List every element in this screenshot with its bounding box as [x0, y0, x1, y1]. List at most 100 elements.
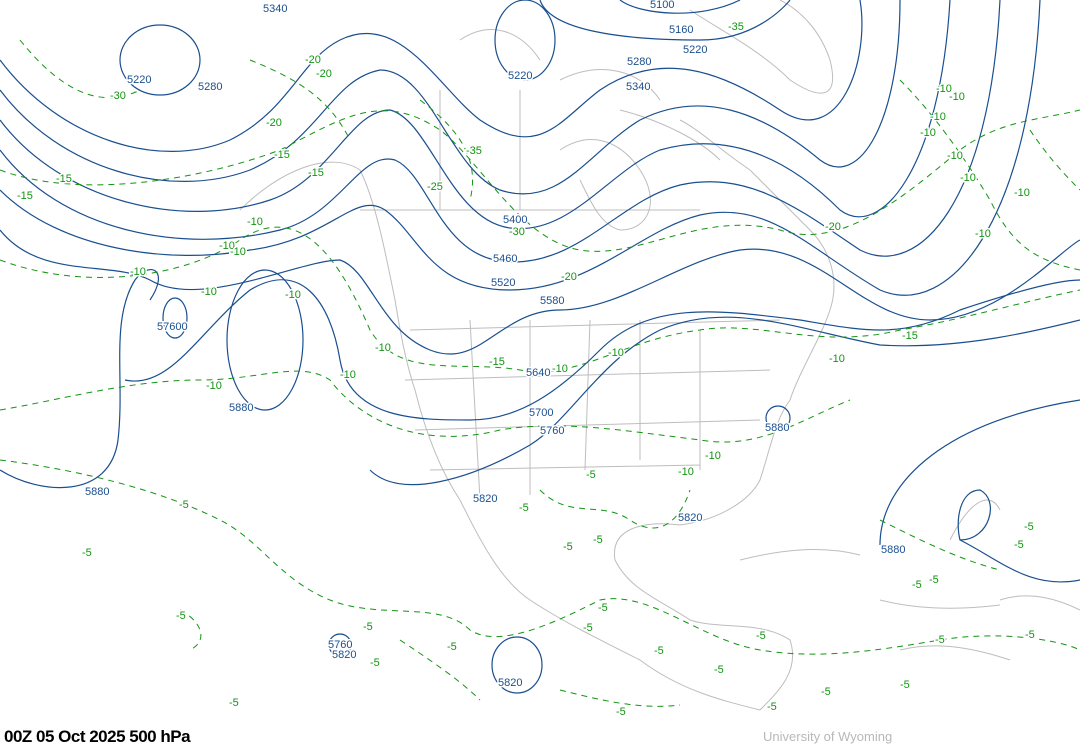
height-contour-label: 5820 — [473, 493, 497, 505]
temperature-contour-label: -15 — [274, 149, 290, 161]
temperature-contour-label: -5 — [616, 706, 626, 718]
temperature-contour-label: -20 — [561, 271, 577, 283]
temperature-contour-label: -30 — [110, 90, 126, 102]
height-contour-label: 5880 — [229, 402, 253, 414]
temperature-contour-label: -5 — [654, 645, 664, 657]
temperature-contour-label: -10 — [829, 353, 845, 365]
temperature-contour-label: -10 — [930, 111, 946, 123]
temperature-contour-label: -5 — [1014, 539, 1024, 551]
height-contour-label: 5880 — [85, 486, 109, 498]
height-contour-label: 5100 — [650, 0, 674, 11]
height-contour-label: 5340 — [626, 81, 650, 93]
temperature-contour-label: -10 — [608, 347, 624, 359]
height-contour-label: 5220 — [683, 44, 707, 56]
height-contour-label: 5820 — [332, 649, 356, 661]
height-contour-label: 5220 — [508, 70, 532, 82]
temperature-contour-label: -5 — [563, 541, 573, 553]
height-contour-label: 5880 — [765, 422, 789, 434]
temperature-contour-label: -5 — [363, 621, 373, 633]
temperature-contour-label: -15 — [308, 167, 324, 179]
height-contour-label: 5280 — [198, 81, 222, 93]
north-america-coast — [239, 119, 835, 711]
temperature-contour-label: -10 — [975, 228, 991, 240]
temperature-contour-label: -5 — [82, 547, 92, 559]
temperature-contour-label: -10 — [206, 380, 222, 392]
temperature-contour-label: -10 — [1014, 187, 1030, 199]
temperature-contour-label: -10 — [285, 289, 301, 301]
state-borders — [360, 90, 781, 501]
temperature-contour-label: -5 — [767, 701, 777, 713]
temperature-contour-label: -5 — [593, 534, 603, 546]
temperature-contour-label: -10 — [947, 150, 963, 162]
temperature-contour-label: -15 — [17, 190, 33, 202]
height-contour-label: 5160 — [669, 24, 693, 36]
temperature-contour-label: -20 — [305, 54, 321, 66]
height-contour-label: 5340 — [263, 3, 287, 15]
height-contour-label: 5640 — [526, 367, 550, 379]
height-contour-label: 5400 — [503, 214, 527, 226]
temperature-contour-label: -5 — [519, 502, 529, 514]
temperature-contour-label: -5 — [447, 641, 457, 653]
temperature-contour-label: -25 — [427, 181, 443, 193]
temperature-contour-label: -10 — [552, 363, 568, 375]
height-contour-label: 5880 — [881, 544, 905, 556]
temperature-contour-label: -15 — [489, 356, 505, 368]
arctic-islands — [459, 0, 834, 161]
temperature-contour-label: -10 — [949, 91, 965, 103]
temperature-contour-label: -5 — [912, 579, 922, 591]
height-contour-label: 5460 — [493, 253, 517, 265]
temperature-contour-label: -5 — [583, 622, 593, 634]
height-contour-label: 5280 — [627, 56, 651, 68]
temperature-contour-label: -10 — [230, 246, 246, 258]
temperature-contour-label: -5 — [1024, 521, 1034, 533]
temperature-contour-label: -5 — [179, 499, 189, 511]
height-labels: 5340 5100 5160 5220 5220 5220 5280 5280 5340 5400… — [84, 0, 907, 691]
temperature-contour-label: -5 — [714, 664, 724, 676]
temperature-contour-label: -10 — [960, 172, 976, 184]
temperature-contour-label: -20 — [316, 68, 332, 80]
temperature-contour-label: -10 — [130, 266, 146, 278]
height-contours — [0, 0, 1080, 694]
temperature-contour-label: -5 — [900, 679, 910, 691]
temperature-contour-label: -10 — [219, 240, 235, 252]
temperature-contour-label: -10 — [201, 286, 217, 298]
height-contour-label: 5760 — [540, 425, 564, 437]
height-contour-label: 57600 — [157, 321, 188, 333]
height-contour-label: 5220 — [127, 74, 151, 86]
temperature-contour-label: -5 — [1025, 629, 1035, 641]
coastlines — [239, 0, 1080, 711]
temperature-contour-label: -10 — [705, 450, 721, 462]
height-contour-label: 5760 — [328, 639, 352, 651]
temperature-labels: -30-20-20-20-15-15-15-15-35-25-30-20-10-… — [16, 20, 1037, 720]
caribbean-coast — [739, 499, 1080, 661]
temperature-contour-label: -5 — [176, 610, 186, 622]
temperature-contour-label: -5 — [586, 469, 596, 481]
hudson-bay-coast — [559, 139, 651, 231]
temperature-contour-label: -15 — [902, 330, 918, 342]
temperature-contour-label: -5 — [935, 634, 945, 646]
temperature-contour-label: -10 — [375, 342, 391, 354]
temperature-contours — [0, 39, 1080, 707]
temperature-contour-label: -10 — [247, 216, 263, 228]
map-title: 00Z 05 Oct 2025 500 hPa — [4, 727, 191, 746]
temperature-contour-label: -35 — [728, 21, 744, 33]
temperature-contour-label: -10 — [678, 466, 694, 478]
temperature-contour-label: -35 — [466, 145, 482, 157]
height-contour-label: 5700 — [529, 407, 553, 419]
temperature-contour-label: -10 — [920, 127, 936, 139]
temperature-contour-label: -20 — [825, 221, 841, 233]
temperature-contour-label: -5 — [821, 686, 831, 698]
temperature-contour-label: -5 — [756, 630, 766, 642]
temperature-contour-label: -5 — [370, 657, 380, 669]
temperature-contour-label: -10 — [340, 369, 356, 381]
height-contour-label: 5580 — [540, 295, 564, 307]
temperature-contour-label: -5 — [598, 602, 608, 614]
temperature-contour-label: -5 — [929, 574, 939, 586]
height-contour-label: 5520 — [491, 277, 515, 289]
temperature-contour-label: -30 — [509, 226, 525, 238]
credit-text: University of Wyoming — [763, 729, 893, 744]
height-contour-label: 5820 — [498, 677, 522, 689]
height-contour-label: 5820 — [678, 512, 702, 524]
